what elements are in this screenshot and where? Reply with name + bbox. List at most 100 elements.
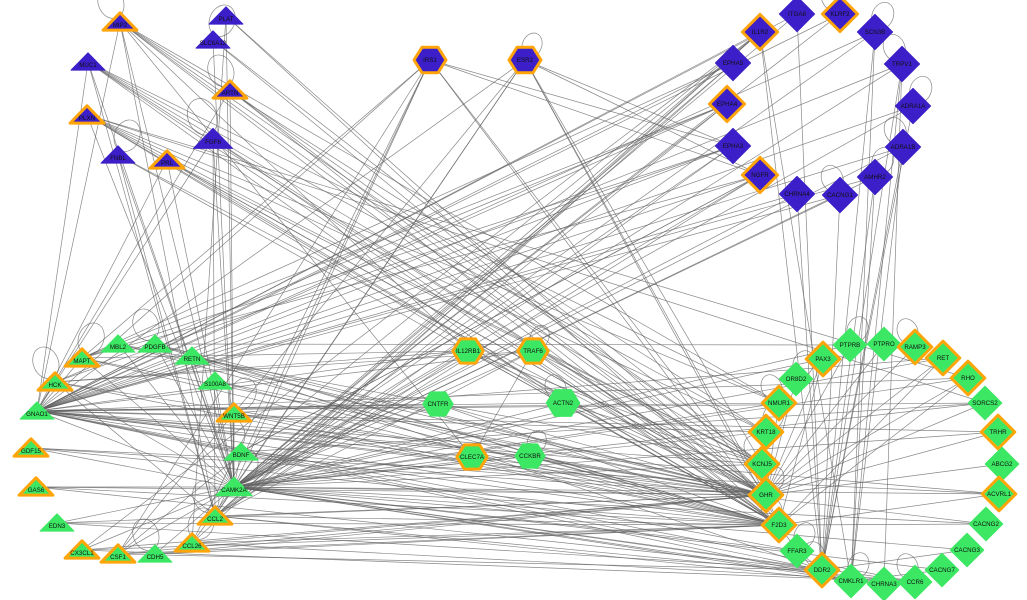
- diamond-node-shape[interactable]: [740, 155, 780, 195]
- diamond-node-shape[interactable]: [747, 476, 785, 514]
- triangle-node-shape[interactable]: [174, 346, 210, 365]
- node-epha5[interactable]: EPHA5: [714, 44, 752, 82]
- triangle-node-shape[interactable]: [99, 543, 137, 564]
- hexagon-node-shape[interactable]: [516, 337, 550, 365]
- hexagon-node-shape[interactable]: [545, 389, 581, 417]
- node-cntfr[interactable]: CNTFR: [422, 391, 454, 417]
- triangle-node-shape[interactable]: [195, 30, 231, 49]
- node-ptpro[interactable]: PTPRO: [866, 326, 902, 362]
- triangle-node-shape[interactable]: [215, 476, 253, 497]
- node-il12rb1[interactable]: IL12RB1: [451, 337, 485, 365]
- triangle-node-shape[interactable]: [100, 334, 136, 353]
- diamond-node-shape[interactable]: [778, 0, 816, 33]
- diamond-node-shape[interactable]: [856, 13, 894, 51]
- triangle-node-shape[interactable]: [197, 371, 233, 390]
- diamond-node-shape[interactable]: [778, 361, 814, 397]
- node-abcg2[interactable]: ABCG2: [984, 446, 1020, 482]
- triangle-node-shape[interactable]: [192, 127, 234, 149]
- diamond-node-shape[interactable]: [884, 128, 922, 166]
- diamond-node-shape[interactable]: [832, 327, 868, 363]
- node-actn2[interactable]: ACTN2: [545, 389, 581, 417]
- node-irs1[interactable]: IRS1: [412, 45, 448, 75]
- triangle-node-shape[interactable]: [100, 145, 136, 164]
- hexagon-node-shape[interactable]: [451, 337, 485, 365]
- node-fnbl[interactable]: FNBL: [100, 145, 136, 164]
- triangle-node-shape[interactable]: [137, 334, 173, 353]
- diamond-node-shape[interactable]: [949, 532, 985, 568]
- hexagon-node-shape[interactable]: [455, 443, 489, 471]
- triangle-node-shape[interactable]: [36, 371, 74, 392]
- node-gas6[interactable]: GAS6: [17, 476, 55, 497]
- triangle-node-shape[interactable]: [148, 149, 186, 170]
- node-trhr[interactable]: TRHR: [979, 413, 1017, 451]
- triangle-node-shape[interactable]: [63, 539, 101, 560]
- node-cacng1[interactable]: CACNG1: [821, 176, 859, 214]
- diamond-node-shape[interactable]: [821, 176, 859, 214]
- diamond-node-shape[interactable]: [803, 551, 841, 589]
- diamond-node-shape[interactable]: [779, 533, 815, 569]
- diamond-node-shape[interactable]: [883, 45, 921, 83]
- diamond-node-shape[interactable]: [984, 446, 1020, 482]
- node-rho[interactable]: RHO: [949, 359, 987, 397]
- hexagon-node-shape[interactable]: [422, 391, 454, 417]
- node-epha3[interactable]: EPHA3: [714, 127, 752, 165]
- node-plxn[interactable]: PLXN: [68, 104, 106, 125]
- triangle-node-shape[interactable]: [215, 402, 253, 423]
- node-itga8[interactable]: ITGA8: [778, 0, 816, 33]
- node-epha4[interactable]: EPHA4: [707, 84, 747, 124]
- diamond-node-shape[interactable]: [714, 44, 752, 82]
- diamond-node-shape[interactable]: [714, 127, 752, 165]
- node-plat[interactable]: PLAT: [208, 6, 244, 25]
- triangle-node-shape[interactable]: [223, 442, 259, 461]
- node-ngfr[interactable]: NGFR: [740, 155, 780, 195]
- diamond-node-shape[interactable]: [968, 506, 1004, 542]
- node-muc1[interactable]: MUC1: [70, 52, 106, 71]
- node-mip2[interactable]: MIP2: [101, 11, 139, 32]
- node-fgf6[interactable]: FGF6: [192, 127, 234, 149]
- triangle-node-shape[interactable]: [137, 544, 173, 563]
- hexagon-node-shape[interactable]: [412, 45, 448, 75]
- hexagon-node-shape[interactable]: [507, 45, 543, 75]
- diamond-node-shape[interactable]: [747, 413, 785, 451]
- diamond-node-shape[interactable]: [707, 84, 747, 124]
- node-gdf15[interactable]: GDF15: [12, 437, 50, 458]
- triangle-node-shape[interactable]: [101, 11, 139, 32]
- diamond-node-shape[interactable]: [760, 384, 798, 422]
- node-trpv1[interactable]: TRPV1: [883, 45, 921, 83]
- node-cacng3[interactable]: CACNG3: [949, 532, 985, 568]
- diamond-node-shape[interactable]: [949, 359, 987, 397]
- triangle-node-shape[interactable]: [173, 532, 211, 553]
- triangle-node-shape[interactable]: [70, 52, 106, 71]
- node-klrf2[interactable]: KLRF2: [820, 0, 860, 34]
- diamond-node-shape[interactable]: [897, 564, 933, 600]
- node-acvrl1[interactable]: ACVRL1: [980, 475, 1018, 513]
- diamond-node-shape[interactable]: [980, 475, 1018, 513]
- diamond-node-shape[interactable]: [924, 339, 962, 377]
- node-il1r2[interactable]: IL1R2: [740, 12, 780, 52]
- diamond-node-shape[interactable]: [820, 0, 860, 34]
- diamond-node-shape[interactable]: [924, 552, 960, 588]
- diamond-node-shape[interactable]: [979, 413, 1017, 451]
- node-amhr2[interactable]: AMHR2: [856, 158, 894, 196]
- triangle-node-shape[interactable]: [12, 437, 50, 458]
- node-esr2[interactable]: ESR2: [507, 45, 543, 75]
- diamond-node-shape[interactable]: [856, 158, 894, 196]
- diamond-node-shape[interactable]: [894, 87, 932, 125]
- diamond-node-shape[interactable]: [866, 566, 902, 600]
- node-traf6[interactable]: TRAF6: [516, 337, 550, 365]
- triangle-node-shape[interactable]: [211, 79, 249, 100]
- diamond-node-shape[interactable]: [778, 175, 816, 213]
- diamond-node-shape[interactable]: [833, 563, 869, 599]
- triangle-node-shape[interactable]: [68, 104, 106, 125]
- triangle-node-shape[interactable]: [39, 513, 75, 532]
- triangle-node-shape[interactable]: [208, 6, 244, 25]
- node-ddr2[interactable]: DDR2: [803, 551, 841, 589]
- diamond-node-shape[interactable]: [866, 326, 902, 362]
- diamond-node-shape[interactable]: [804, 340, 842, 378]
- node-cacng2[interactable]: CACNG2: [968, 506, 1004, 542]
- triangle-node-shape[interactable]: [17, 476, 55, 497]
- triangle-node-shape[interactable]: [196, 505, 234, 526]
- triangle-node-shape[interactable]: [63, 347, 101, 368]
- diamond-node-shape[interactable]: [760, 506, 798, 544]
- node-clec7a[interactable]: CLEC7A: [455, 443, 489, 471]
